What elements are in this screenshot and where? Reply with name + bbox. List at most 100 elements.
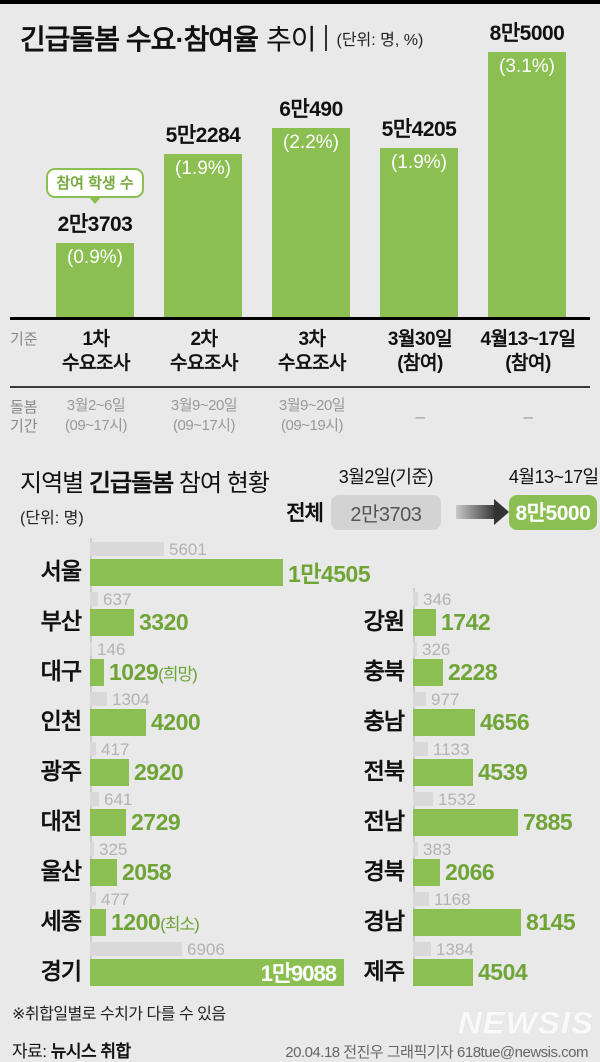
after-bar xyxy=(90,808,126,836)
before-bar xyxy=(90,942,182,956)
after-bar-line: 1200(최소) xyxy=(90,908,200,936)
before-bar-line: 383 xyxy=(413,841,494,858)
after-value-label: 3320 xyxy=(139,608,189,635)
region-row: 충남 977 4656 xyxy=(341,686,590,736)
regional-title-pre: 지역별 xyxy=(20,469,89,497)
total-comparison: 3월2일(기준) 4월13~17일 전체 2만3703 8만5000 xyxy=(269,463,599,530)
after-bar xyxy=(413,658,443,686)
before-bar-line: 326 xyxy=(413,639,497,659)
after-value-label: 2729 xyxy=(131,808,181,835)
before-bar xyxy=(413,742,428,756)
callout-bubble: 참여 학생 수 xyxy=(46,168,144,198)
before-bar xyxy=(413,642,417,656)
after-bar xyxy=(90,608,134,636)
axis-period-label: 3월9~20일 (09~17시) xyxy=(170,396,238,434)
before-bar-line: 417 xyxy=(90,739,183,759)
region-label: 강원 xyxy=(363,607,405,634)
region-label: 광주 xyxy=(40,757,82,784)
after-value-label: 4200 xyxy=(151,708,201,735)
arrow-right-icon xyxy=(447,499,509,525)
before-bar-line: 1133 xyxy=(413,739,527,759)
after-bar-line: 1742 xyxy=(413,608,491,636)
source-label: 자료: 뉴시스 취합 xyxy=(12,1041,131,1061)
before-value-label: 417 xyxy=(101,739,130,759)
region-label: 충남 xyxy=(363,707,405,734)
after-bar xyxy=(90,858,117,886)
after-bar xyxy=(413,958,473,986)
before-value-label: 346 xyxy=(423,589,452,609)
page-title: 긴급돌봄 수요·참여율 추이 (단위: 명, %) xyxy=(20,18,423,58)
before-bar-line: 1168 xyxy=(413,891,575,908)
region-bars: 417 2920 xyxy=(90,739,184,786)
region-bars: 5601 1만4505 xyxy=(90,539,371,587)
bar: (1.9%) xyxy=(164,154,242,317)
region-row: 충북 326 2228 xyxy=(341,636,590,686)
after-value-label: 2066 xyxy=(445,858,495,885)
after-bar-line: 7885 xyxy=(413,808,573,836)
footnote: ※취합일별로 수치가 다를 수 있음 xyxy=(12,1005,226,1023)
after-value-suffix: (최소) xyxy=(160,914,200,934)
before-bar-line: 346 xyxy=(413,589,490,609)
axis-period-label: 3월2~6일 (09~17시) xyxy=(65,396,127,434)
after-bar: 1만9088 xyxy=(90,958,344,986)
before-value-label: 1304 xyxy=(112,689,150,709)
after-bar xyxy=(90,658,104,686)
region-bars: 346 1742 xyxy=(413,589,491,636)
total-before-value: 2만3703 xyxy=(330,494,441,530)
bar-percent-label: (2.2%) xyxy=(283,132,339,153)
region-row: 전북 1133 4539 xyxy=(341,736,590,786)
after-value-label: 1742 xyxy=(441,608,491,635)
before-bar xyxy=(90,642,92,656)
regional-title-bold: 긴급돌봄 xyxy=(88,469,174,497)
before-value-label: 637 xyxy=(103,589,132,609)
region-row: 전남 1532 7885 xyxy=(341,786,590,836)
credit-line: 20.04.18 전진우 그래픽기자 618tue@newsis.com xyxy=(285,1043,588,1061)
after-bar-line: 1만4505 xyxy=(90,558,371,587)
bar-percent-label: (3.1%) xyxy=(499,56,555,77)
region-bars: 1304 4200 xyxy=(90,689,201,736)
region-row: 제주 1384 4504 xyxy=(341,936,590,986)
region-label: 충북 xyxy=(363,657,405,684)
after-bar xyxy=(413,808,518,836)
infographic-root: { "colors": { "green": "#8cbf52", "green… xyxy=(0,0,600,1035)
region-label: 전남 xyxy=(363,807,405,834)
before-value-label: 1532 xyxy=(438,789,476,809)
after-bar-line: 4200 xyxy=(90,708,201,736)
bar: (3.1%) xyxy=(488,52,566,317)
regional-column-right: 강원 346 1742 충북 326 2228 충남 977 4656 전북 1133 4539 전남 1… xyxy=(341,586,590,986)
before-bar-line: 637 xyxy=(90,589,188,609)
before-bar xyxy=(90,742,96,756)
region-row: 광주 417 2920 xyxy=(10,736,341,786)
axis-period-label: 3월9~20일 (09~19시) xyxy=(278,396,346,434)
page-title-tail: 추이 xyxy=(265,24,317,55)
before-bar xyxy=(413,892,429,906)
before-value-label: 326 xyxy=(422,639,451,659)
region-row: 경남 1168 8145 xyxy=(341,886,590,936)
bar-percent-label: (0.9%) xyxy=(67,247,123,268)
region-label: 제주 xyxy=(363,957,405,984)
region-row: 대전 641 2729 xyxy=(10,786,341,836)
after-bar-line: 4539 xyxy=(413,758,528,786)
after-bar xyxy=(90,908,106,936)
after-value-label: 4539 xyxy=(478,758,528,785)
after-value-label: 7885 xyxy=(523,808,573,835)
before-bar xyxy=(413,592,418,606)
after-value-label: 2058 xyxy=(122,858,172,885)
region-label: 경기 xyxy=(40,957,82,984)
date-after-label: 4월13~17일 xyxy=(508,466,599,487)
region-bars: 326 2228 xyxy=(413,639,498,686)
before-value-label: 6906 xyxy=(187,939,225,959)
region-row: 경기 6906 1만9088 xyxy=(10,936,344,986)
before-value-label: 1133 xyxy=(433,739,470,759)
after-value-suffix: (희망) xyxy=(158,664,198,684)
after-bar xyxy=(413,608,436,636)
after-bar xyxy=(90,758,129,786)
bar-value-label: 6만490 xyxy=(279,98,343,121)
region-row: 서울 5601 1만4505 xyxy=(10,536,371,588)
after-value-label: 8145 xyxy=(526,908,576,935)
axis-category-label: 1차 수요조사 xyxy=(62,329,130,374)
before-bar xyxy=(90,842,94,856)
axis-period-row: 돌봄 기간 3월2~6일 (09~17시) 3월9~20일 (09~17시) 3월9~20… xyxy=(10,388,590,449)
region-label: 울산 xyxy=(40,857,82,884)
before-value-label: 5601 xyxy=(169,539,207,559)
